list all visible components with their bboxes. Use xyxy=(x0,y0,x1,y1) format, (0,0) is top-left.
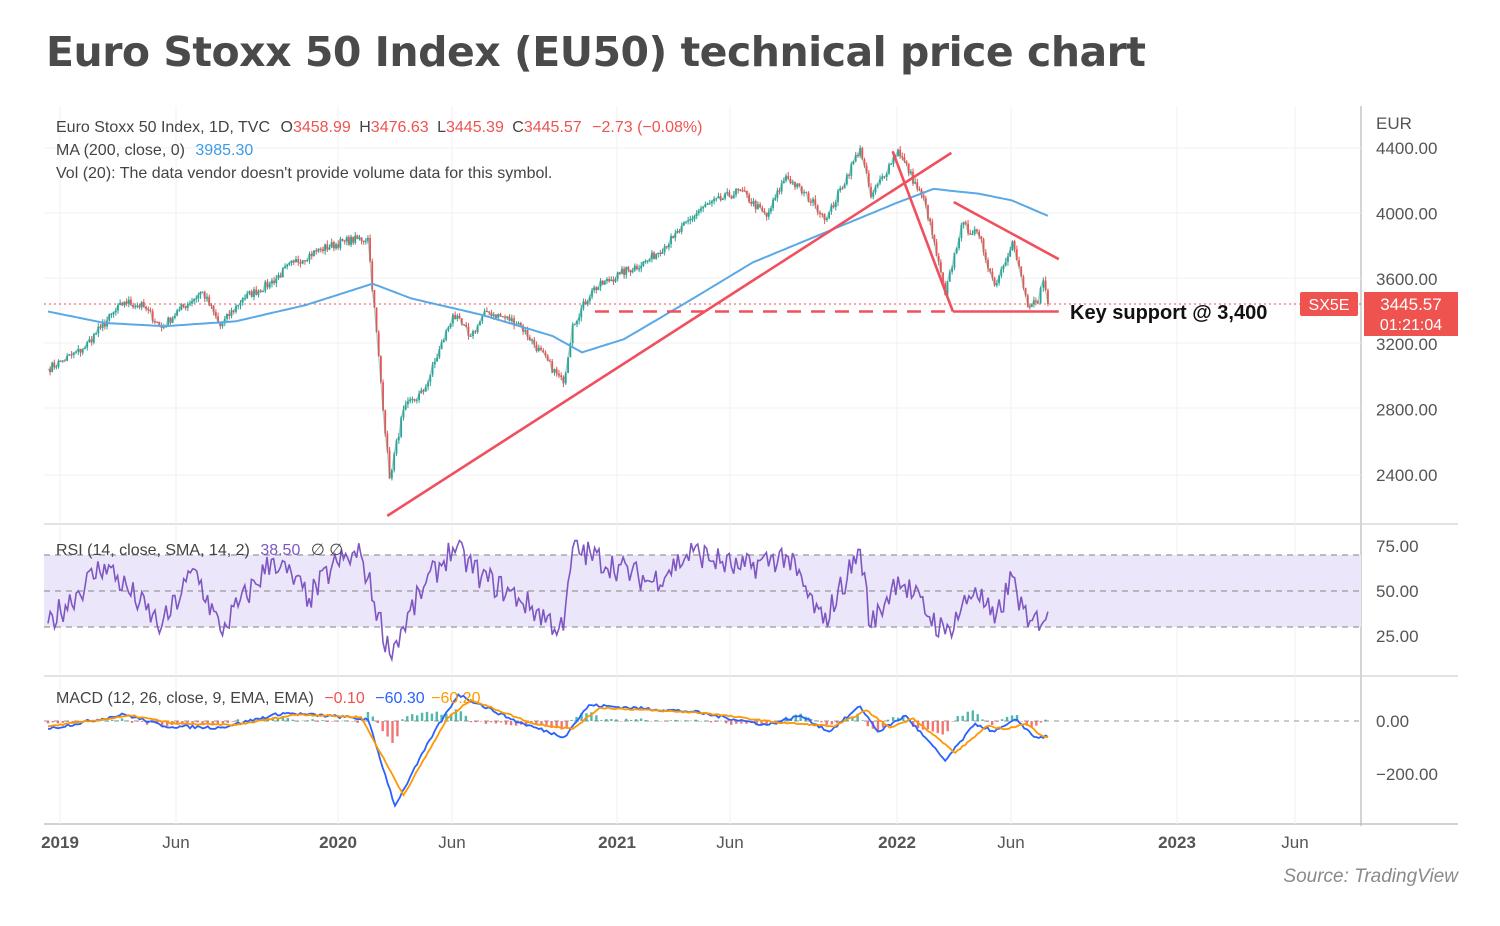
legend-rsi-value: 38.50 xyxy=(260,542,300,559)
price-tick-label: 3200.00 xyxy=(1376,335,1437,354)
legend-change: −2.73 (−0.08%) xyxy=(592,119,702,136)
macd-tick-label: −200.00 xyxy=(1376,765,1438,784)
trendline-breakdown xyxy=(891,150,955,312)
legend-ma-label: MA (200, close, 0) xyxy=(56,142,185,159)
source-credit: Source: TradingView xyxy=(1283,866,1458,887)
macd-line xyxy=(47,693,1049,808)
legend-l-label: L xyxy=(437,119,446,136)
legend-vol: Vol (20): The data vendor doesn't provid… xyxy=(56,165,552,182)
rsi-tick-label: 75.00 xyxy=(1376,537,1419,556)
gridlines xyxy=(44,106,1361,824)
price-series-line xyxy=(47,147,1049,479)
legend-ma-value: 3985.30 xyxy=(195,142,253,159)
price-tick-label: 3600.00 xyxy=(1376,270,1437,289)
price-badge: SX5E 3445.57 01:21:04 xyxy=(1300,292,1458,336)
time-tick-label: Jun xyxy=(716,833,743,852)
time-axis-ticks: 2019 Jun 2020 Jun 2021 Jun 2022 Jun 2023 Jun xyxy=(41,833,1309,852)
currency-label: EUR xyxy=(1376,114,1412,133)
trendlines xyxy=(386,150,1060,517)
legend-rsi-extra: ∅ ∅ xyxy=(311,542,343,559)
legend-macd-signal: −60.20 xyxy=(431,690,480,707)
legend-c-label: C xyxy=(512,119,524,136)
macd-tick-label: 0.00 xyxy=(1376,712,1409,731)
trendline-rising-support xyxy=(386,151,953,517)
ma-200-line xyxy=(47,187,1049,354)
legend-high: 3476.63 xyxy=(371,119,429,136)
price-tick-label: 4400.00 xyxy=(1376,139,1437,158)
price-tick-label: 4000.00 xyxy=(1376,204,1437,223)
legend-open: 3458.99 xyxy=(293,119,351,136)
time-tick-label: 2019 xyxy=(41,833,79,852)
legend-rsi-label: RSI (14, close, SMA, 14, 2) xyxy=(56,542,250,559)
time-tick-label: 2020 xyxy=(319,833,357,852)
legend-low: 3445.39 xyxy=(446,119,504,136)
time-tick-label: Jun xyxy=(997,833,1024,852)
macd-axis-ticks: 0.00 −200.00 xyxy=(1376,712,1438,784)
legend-close: 3445.57 xyxy=(524,119,582,136)
trendline-descending-resistance xyxy=(953,200,1060,261)
rsi-tick-label: 50.00 xyxy=(1376,582,1419,601)
price-axis-ticks: 4400.00 4000.00 3600.00 3200.00 2800.00 2400.… xyxy=(1376,139,1437,485)
legend-macd-hist: −0.10 xyxy=(324,690,365,707)
legend-macd-label: MACD (12, 26, close, 9, EMA, EMA) xyxy=(56,690,314,707)
symbol-badge: SX5E xyxy=(1309,297,1350,314)
price-tick-label: 2400.00 xyxy=(1376,466,1437,485)
price-badge-bg xyxy=(1364,292,1458,336)
symbol-badge-bg xyxy=(1300,292,1358,316)
page-title: Euro Stoxx 50 Index (EU50) technical pri… xyxy=(46,28,1146,76)
time-tick-label: Jun xyxy=(162,833,189,852)
time-tick-label: 2023 xyxy=(1158,833,1196,852)
time-tick-label: Jun xyxy=(438,833,465,852)
price-badge-value: 3445.57 xyxy=(1380,295,1441,314)
price-tick-label: 2800.00 xyxy=(1376,401,1437,420)
rsi-tick-label: 25.00 xyxy=(1376,627,1419,646)
rsi-line xyxy=(47,539,1049,663)
legend-macd: MACD (12, 26, close, 9, EMA, EMA) −0.10 … xyxy=(56,690,481,707)
candles xyxy=(49,145,1049,481)
legend-ma: MA (200, close, 0) 3985.30 xyxy=(56,142,253,159)
legend-main: Euro Stoxx 50 Index, 1D, TVC O3458.99 H3… xyxy=(56,119,702,136)
legend-o-label: O xyxy=(280,119,292,136)
time-tick-label: 2022 xyxy=(878,833,916,852)
legend-rsi: RSI (14, close, SMA, 14, 2) 38.50 ∅ ∅ xyxy=(56,542,343,559)
rsi-axis-ticks: 75.00 50.00 25.00 xyxy=(1376,537,1419,646)
macd-signal-line xyxy=(47,698,1048,798)
legend-macd-value: −60.30 xyxy=(375,690,424,707)
key-support-annotation: Key support @ 3,400 xyxy=(1070,302,1267,324)
price-badge-countdown: 01:21:04 xyxy=(1380,317,1442,334)
time-tick-label: 2021 xyxy=(598,833,636,852)
legend-h-label: H xyxy=(359,119,371,136)
legend-symbol: Euro Stoxx 50 Index, 1D, TVC xyxy=(56,119,270,136)
time-tick-label: Jun xyxy=(1281,833,1308,852)
